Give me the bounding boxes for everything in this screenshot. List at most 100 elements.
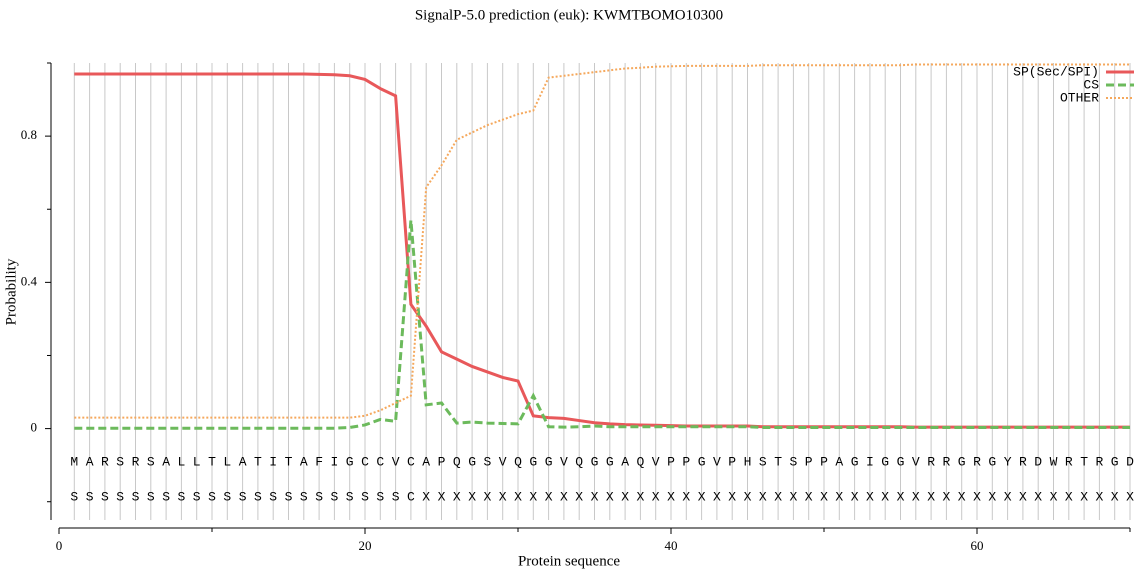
residue-label: S xyxy=(392,489,400,504)
residue: G xyxy=(698,454,706,469)
residue: V xyxy=(499,454,507,469)
residue: A xyxy=(835,454,843,469)
residue-label: X xyxy=(728,489,736,504)
residue-label: S xyxy=(208,489,216,504)
residue-label: X xyxy=(575,489,583,504)
residue: S xyxy=(789,454,797,469)
residue: G xyxy=(529,454,537,469)
residue: S xyxy=(116,454,124,469)
residue: G xyxy=(591,454,599,469)
residue: L xyxy=(177,454,185,469)
residue: G xyxy=(468,454,476,469)
residue-label: X xyxy=(1126,489,1134,504)
residue-label: X xyxy=(1050,489,1058,504)
residue-label: X xyxy=(438,489,446,504)
y-tick-label: 0 xyxy=(31,420,38,435)
residue: R xyxy=(927,454,935,469)
residue: S xyxy=(147,454,155,469)
residue: T xyxy=(1080,454,1088,469)
residue: V xyxy=(713,454,721,469)
residue: T xyxy=(254,454,262,469)
residue-label: X xyxy=(774,489,782,504)
legend-label: SP(Sec/SPI) xyxy=(1013,64,1099,79)
residue-label: S xyxy=(101,489,109,504)
residue-label: X xyxy=(759,489,767,504)
chart-title: SignalP-5.0 prediction (euk): KWMTBOMO10… xyxy=(415,7,723,23)
residue-label: X xyxy=(529,489,537,504)
residue: R xyxy=(1095,454,1103,469)
residue-label: X xyxy=(606,489,614,504)
legend-label: OTHER xyxy=(1060,90,1099,105)
residue: R xyxy=(973,454,981,469)
residue-label: X xyxy=(866,489,874,504)
residue-label: C xyxy=(407,489,415,504)
residue-label: X xyxy=(942,489,950,504)
residue-label: X xyxy=(591,489,599,504)
residue-label: X xyxy=(1004,489,1012,504)
residue: C xyxy=(407,454,415,469)
residue-label: X xyxy=(988,489,996,504)
residue: G xyxy=(897,454,905,469)
residue: P xyxy=(667,454,675,469)
x-tick-label: 40 xyxy=(665,538,678,553)
residue: L xyxy=(223,454,231,469)
residue-label: X xyxy=(789,489,797,504)
residue-label: X xyxy=(652,489,660,504)
residue: P xyxy=(438,454,446,469)
residue: P xyxy=(805,454,813,469)
residue-label: X xyxy=(667,489,675,504)
residue-label: X xyxy=(927,489,935,504)
residue: T xyxy=(208,454,216,469)
residue: T xyxy=(774,454,782,469)
residue-label: S xyxy=(177,489,185,504)
residue-label: S xyxy=(132,489,140,504)
residue: A xyxy=(621,454,629,469)
residue: Q xyxy=(453,454,461,469)
residue: R xyxy=(942,454,950,469)
residue-label: X xyxy=(621,489,629,504)
residue-label: X xyxy=(560,489,568,504)
residue-label: X xyxy=(468,489,476,504)
residue-label: X xyxy=(851,489,859,504)
residue-label: S xyxy=(346,489,354,504)
residue: G xyxy=(851,454,859,469)
residue: Q xyxy=(636,454,644,469)
x-tick-label: 0 xyxy=(56,538,63,553)
residue-label: S xyxy=(116,489,124,504)
residue-label: S xyxy=(330,489,338,504)
residue: R xyxy=(1065,454,1073,469)
series-line xyxy=(74,220,1130,430)
residue-label: S xyxy=(376,489,384,504)
residue-label: X xyxy=(713,489,721,504)
residue: I xyxy=(330,454,338,469)
residue: G xyxy=(1111,454,1119,469)
residue-label: S xyxy=(162,489,170,504)
residue: V xyxy=(560,454,568,469)
x-tick-label: 60 xyxy=(971,538,984,553)
residue-label: X xyxy=(636,489,644,504)
residue-label: X xyxy=(1034,489,1042,504)
residue: R xyxy=(132,454,140,469)
residue: G xyxy=(881,454,889,469)
residue: A xyxy=(239,454,247,469)
residue-label: X xyxy=(912,489,920,504)
residue-label: S xyxy=(193,489,201,504)
residue: A xyxy=(162,454,170,469)
residue-label: S xyxy=(86,489,94,504)
residue-label: X xyxy=(1111,489,1119,504)
residue: H xyxy=(744,454,752,469)
residue: V xyxy=(392,454,400,469)
residue-label: X xyxy=(1065,489,1073,504)
residue-label: X xyxy=(545,489,553,504)
residue: A xyxy=(422,454,430,469)
y-axis-label: Probability xyxy=(3,258,19,325)
residue: Q xyxy=(514,454,522,469)
residue: C xyxy=(361,454,369,469)
residue-label: X xyxy=(1019,489,1027,504)
residue: R xyxy=(101,454,109,469)
residue-label: X xyxy=(958,489,966,504)
residue: I xyxy=(866,454,874,469)
residue-label: S xyxy=(269,489,277,504)
legend-label: CS xyxy=(1083,77,1099,92)
